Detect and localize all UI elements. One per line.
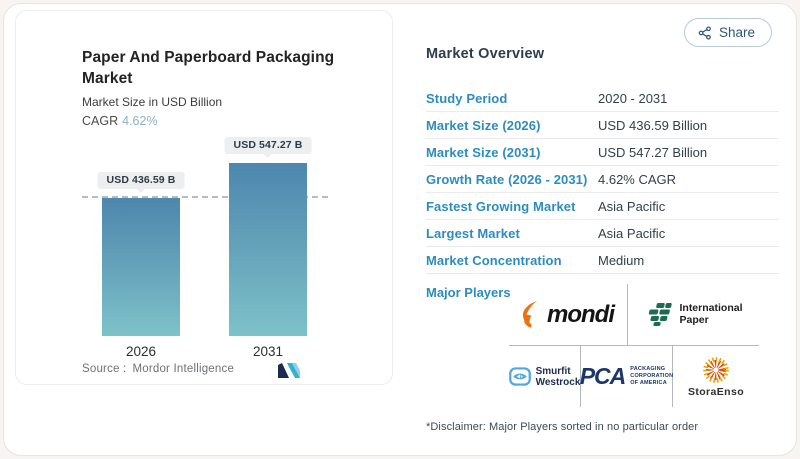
source-attribution: Source : Mordor Intelligence [82, 363, 234, 375]
stora-enso-sunburst-icon [701, 355, 731, 385]
row-value: Asia Pacific [598, 198, 666, 214]
mondi-wordmark: mondi [547, 300, 615, 328]
chart-subtitle: Market Size in USD Billion [82, 95, 223, 109]
report-card: Paper And Paperboard Packaging Market Ma… [3, 3, 797, 456]
chart-panel: Paper And Paperboard Packaging Market Ma… [15, 10, 393, 385]
market-overview-heading: Market Overview [426, 46, 545, 62]
row-label: Market Concentration [426, 252, 562, 268]
bar-2031[interactable] [229, 163, 307, 336]
table-row-market-size-2026: Market Size (2026) USD 436.59 Billion [426, 112, 779, 139]
bar-2026[interactable] [102, 198, 180, 336]
major-players-logos: mondi [508, 284, 759, 407]
table-row-growth-rate: Growth Rate (2026 - 2031) 4.62% CAGR [426, 166, 779, 193]
row-label: Market Size (2026) [426, 117, 541, 133]
cagr-row: CAGR 4.62% [82, 114, 158, 128]
logo-international-paper: International Paper [627, 284, 759, 345]
share-icon [698, 25, 712, 40]
logo-stora-enso: StoraEnso [673, 346, 759, 407]
share-button-label: Share [718, 25, 755, 40]
market-overview-table: Study Period 2020 - 2031 Market Size (20… [426, 85, 779, 274]
smurfit-westrock-icon [508, 367, 531, 386]
cagr-label: CAGR [82, 114, 119, 128]
major-players-label: Major Players [426, 285, 511, 300]
sw-word-line2: Westrock [535, 376, 581, 388]
bar-value-label-2031: USD 547.27 B [224, 137, 312, 154]
source-value: Mordor Intelligence [132, 363, 235, 375]
table-row-largest-market: Largest Market Asia Pacific [426, 220, 779, 247]
row-label: Largest Market [426, 225, 520, 241]
pca-subtext-line2: CORPORATION [630, 373, 674, 380]
table-row-market-concentration: Market Concentration Medium [426, 247, 779, 274]
row-value: USD 547.27 Billion [598, 144, 708, 160]
table-row-fastest-growing-market: Fastest Growing Market Asia Pacific [426, 193, 779, 220]
logo-grid-row-1: mondi [509, 284, 759, 345]
table-row-study-period: Study Period 2020 - 2031 [426, 85, 779, 112]
row-label: Growth Rate (2026 - 2031) [426, 171, 588, 187]
bar-value-label-2026: USD 436.59 B [97, 172, 185, 189]
row-value: Asia Pacific [598, 225, 666, 241]
source-label: Source : [82, 363, 127, 375]
logo-pca: PCA PACKAGING CORPORATION OF AMERICA [580, 346, 673, 407]
x-axis-label-2026: 2026 [125, 344, 157, 359]
mondi-flame-icon [522, 300, 542, 329]
international-paper-tree-icon [644, 302, 674, 327]
row-label: Study Period [426, 90, 508, 106]
pca-subtext-line1: PACKAGING [630, 366, 666, 373]
smurfit-westrock-wordmark: Smurfit Westrock [536, 366, 581, 388]
share-button[interactable]: Share [683, 18, 772, 47]
international-paper-wordmark: International Paper [679, 301, 743, 326]
x-axis-label-2031: 2031 [252, 344, 284, 359]
mordor-intelligence-logo-icon [278, 363, 301, 383]
chart-title: Paper And Paperboard Packaging Market [82, 49, 335, 88]
row-value: 2020 - 2031 [598, 90, 668, 106]
pca-subtext: PACKAGING CORPORATION OF AMERICA [630, 366, 673, 387]
row-label: Market Size (2031) [426, 144, 541, 160]
logo-mondi: mondi [509, 284, 627, 345]
ip-word-line1: International [679, 301, 743, 314]
bar-chart: USD 436.59 B USD 547.27 B [16, 126, 392, 336]
pca-wordmark: PCA [579, 363, 627, 389]
row-value: 4.62% CAGR [598, 171, 677, 187]
stora-enso-wordmark: StoraEnso [687, 386, 745, 398]
row-value: Medium [598, 252, 645, 268]
logo-grid-row-2: Smurfit Westrock PCA PACKAGING CORPORATI… [508, 345, 759, 407]
ip-word-line2: Paper [679, 313, 709, 326]
reference-dashed-line [82, 196, 328, 198]
row-label: Fastest Growing Market [426, 198, 576, 214]
cagr-value: 4.62% [122, 114, 158, 128]
sw-word-line1: Smurfit [535, 365, 571, 377]
table-row-market-size-2031: Market Size (2031) USD 547.27 Billion [426, 139, 779, 166]
row-value: USD 436.59 Billion [598, 117, 708, 133]
disclaimer-text: *Disclaimer: Major Players sorted in no … [426, 421, 699, 433]
logo-smurfit-westrock: Smurfit Westrock [508, 346, 581, 407]
pca-subtext-line3: OF AMERICA [630, 379, 667, 386]
